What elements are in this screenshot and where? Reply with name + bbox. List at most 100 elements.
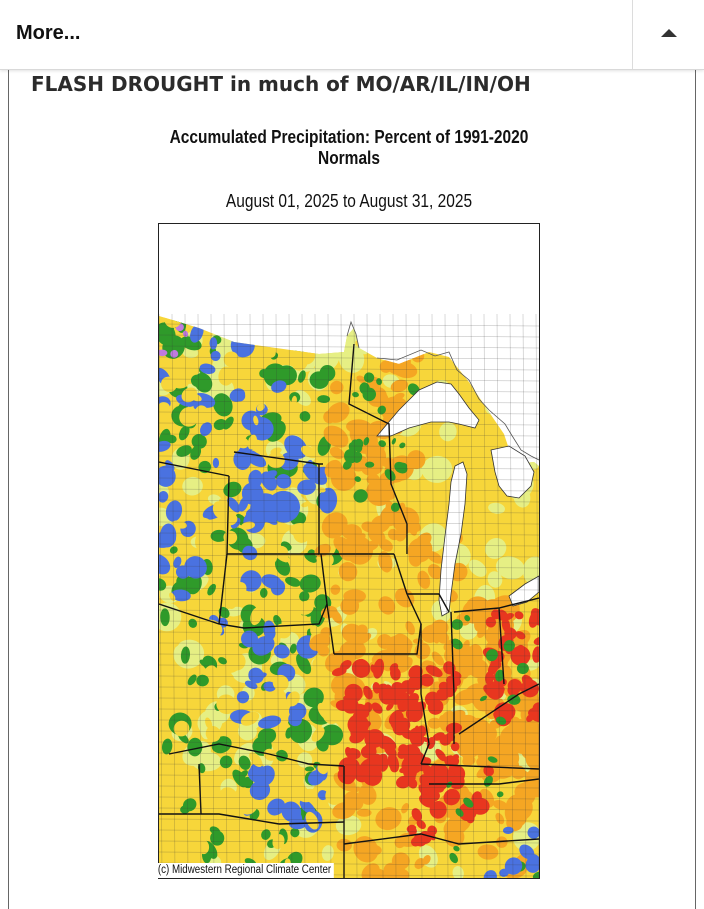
slightly-dry-patch [325, 786, 345, 805]
slightly-dry-patch [316, 668, 325, 679]
near-normal-patch [459, 621, 478, 640]
wet-patch [296, 653, 312, 675]
slightly-dry-patch [263, 346, 276, 359]
very-wet-patch [267, 490, 301, 523]
precipitation-field [159, 316, 539, 878]
wet-patch [159, 578, 167, 591]
wet-patch [304, 552, 317, 563]
very-dry-patch [533, 637, 539, 646]
slightly-dry-patch [226, 599, 236, 609]
very-wet-patch [159, 554, 171, 575]
more-menu-label[interactable]: More... [16, 22, 81, 44]
wet-patch [365, 461, 375, 468]
dry-patch [474, 739, 487, 755]
wet-patch [495, 716, 507, 725]
wet-patch [299, 574, 321, 593]
wet-patch [191, 316, 208, 326]
very-wet-patch [271, 380, 287, 393]
very-dry-patch [353, 658, 367, 676]
dry-patch [375, 807, 402, 831]
slightly-dry-patch [172, 636, 181, 648]
slightly-dry-patch [305, 811, 319, 830]
very-wet-patch [209, 337, 218, 350]
very-wet-patch [267, 798, 286, 816]
wet-patch [232, 769, 248, 788]
slightly-dry-patch [198, 840, 210, 855]
canada-coast [346, 320, 539, 461]
dry-patch [387, 528, 400, 541]
slightly-dry-patch [159, 666, 175, 685]
dry-patch [338, 561, 358, 582]
slightly-dry-patch [387, 621, 399, 634]
wet-patch [299, 324, 313, 338]
near-normal-patch [439, 422, 457, 442]
very-dry-patch [435, 748, 447, 762]
near-normal-patch [225, 606, 245, 617]
near-normal-patch [256, 316, 277, 325]
very-wet-patch [242, 545, 258, 561]
slightly-dry-patch [239, 798, 258, 815]
extreme-wet-patch [182, 330, 189, 337]
wet-patch [342, 460, 352, 470]
very-dry-patch [401, 744, 421, 763]
dry-patch [354, 533, 366, 544]
very-wet-patch [502, 826, 514, 835]
slightly-dry-patch [195, 532, 209, 551]
wet-patch [317, 395, 331, 404]
wet-patch [256, 322, 272, 338]
very-dry-patch [449, 773, 465, 790]
wet-patch [449, 852, 459, 864]
wet-patch [238, 316, 249, 325]
very-dry-patch [402, 728, 412, 738]
slightly-dry-patch [172, 520, 187, 529]
slightly-dry-patch [231, 791, 241, 801]
slightly-dry-patch [275, 623, 291, 639]
wet-patch [161, 738, 173, 755]
dry-patch [467, 643, 483, 665]
dry-patch [330, 465, 357, 491]
very-dry-patch [515, 631, 526, 640]
slightly-dry-patch [177, 843, 186, 854]
very-wet-patch [206, 316, 221, 324]
dry-patch [407, 520, 418, 536]
dry-patch [309, 633, 331, 651]
wet-patch [180, 646, 191, 664]
dry-patch [422, 855, 431, 865]
dry-patch [427, 717, 442, 729]
wet-patch [160, 608, 170, 627]
very-dry-patch [471, 791, 482, 805]
slightly-dry-patch [240, 521, 256, 530]
slightly-dry-patch [231, 582, 247, 598]
dry-patch [462, 754, 473, 766]
wet-patch [352, 452, 363, 463]
very-dry-patch [346, 748, 361, 760]
very-wet-patch [252, 635, 275, 656]
wet-patch [289, 643, 297, 654]
very-dry-patch [501, 617, 511, 633]
wet-patch [178, 425, 190, 441]
wet-patch [353, 489, 368, 503]
very-wet-patch [288, 712, 303, 727]
very-wet-patch [263, 620, 276, 641]
collapse-toggle-button[interactable] [632, 0, 704, 69]
map-title: Accumulated Precipitation: Percent of 19… [169, 127, 529, 168]
wet-patch [299, 591, 310, 602]
near-normal-patch [421, 455, 453, 483]
dry-patch [357, 633, 372, 645]
very-dry-patch [425, 665, 443, 678]
dry-patch [397, 869, 410, 878]
county-grid [159, 313, 539, 878]
wet-patch [495, 669, 505, 682]
near-normal-patch [502, 400, 516, 417]
slightly-dry-patch [317, 702, 333, 721]
slightly-dry-patch [223, 351, 239, 367]
slightly-dry-patch [274, 545, 288, 559]
dry-patch [330, 609, 343, 624]
very-wet-patch [527, 854, 539, 867]
caret-up-icon [661, 29, 677, 37]
very-dry-patch [420, 673, 434, 687]
dry-patch [326, 402, 350, 423]
slightly-dry-patch [293, 524, 311, 543]
very-dry-patch [516, 644, 525, 653]
very-dry-patch [370, 664, 376, 674]
